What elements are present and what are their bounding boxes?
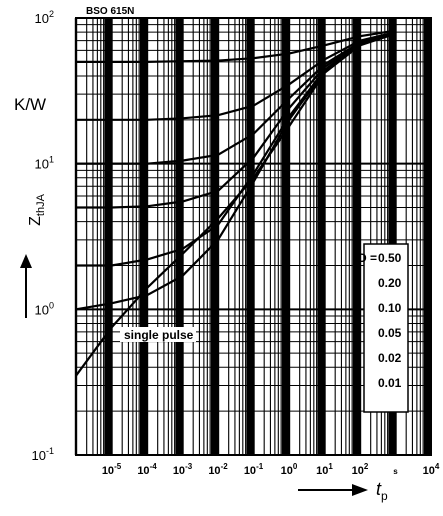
x-tick-exp: -5 bbox=[114, 462, 122, 471]
y-tick-exp: 0 bbox=[49, 300, 54, 310]
y-tick-base: 10 bbox=[35, 11, 49, 26]
x-tick-exp: s bbox=[393, 467, 398, 476]
x-tick-base: 10 bbox=[244, 465, 256, 477]
y-tick-exp: -1 bbox=[46, 446, 54, 456]
legend-entry: 0.05 bbox=[378, 326, 402, 340]
y-axis-label-main: Z bbox=[27, 216, 44, 226]
legend-entry: 0.10 bbox=[378, 301, 402, 315]
x-tick-base: 10 bbox=[352, 465, 364, 477]
x-tick-base: 10 bbox=[316, 465, 328, 477]
x-axis-label-sub: p bbox=[381, 489, 388, 503]
x-tick-base: 10 bbox=[173, 465, 185, 477]
y-tick-exp: 1 bbox=[49, 155, 54, 165]
chart-title: BSO 615N bbox=[86, 6, 134, 17]
legend-entry: 0.02 bbox=[378, 351, 402, 365]
x-tick-exp: -4 bbox=[150, 462, 158, 471]
legend-entry: 0.20 bbox=[378, 276, 402, 290]
x-tick-base: 10 bbox=[423, 465, 435, 477]
single-pulse-label: single pulse bbox=[124, 328, 194, 342]
y-axis-arrow bbox=[20, 254, 32, 318]
y-tick-label: 101 bbox=[35, 155, 54, 172]
x-axis-label-main: t bbox=[376, 479, 382, 499]
x-tick-label: 10-5 bbox=[102, 462, 122, 477]
single-pulse-label-bg bbox=[120, 327, 196, 342]
y-unit-label: K/W bbox=[14, 95, 46, 114]
y-tick-base: 10 bbox=[32, 448, 46, 463]
x-tick-label: 10-2 bbox=[208, 462, 228, 477]
series-line-0-05 bbox=[76, 31, 396, 209]
x-tick-base: 10 bbox=[137, 465, 149, 477]
x-tick-exp: 2 bbox=[364, 462, 369, 471]
x-tick-base: 10 bbox=[102, 465, 114, 477]
legend-entry: 0.01 bbox=[378, 376, 402, 390]
legend-box bbox=[363, 243, 409, 413]
legend-entry: 0.50 bbox=[378, 251, 402, 265]
x-tick-base: 10 bbox=[281, 465, 293, 477]
series-line-single-pulse bbox=[75, 32, 396, 377]
x-tick-label: 102 bbox=[352, 462, 369, 477]
x-tick-exp: -2 bbox=[221, 462, 229, 471]
x-tick-label: 104 bbox=[423, 462, 440, 477]
x-tick-base: 10 bbox=[208, 465, 220, 477]
x-tick-exp: 1 bbox=[328, 462, 333, 471]
y-axis-label: ZthJA bbox=[27, 193, 47, 225]
x-tick-label: s bbox=[393, 467, 398, 476]
x-tick-exp: 4 bbox=[435, 462, 440, 471]
y-tick-base: 10 bbox=[35, 157, 49, 172]
series-line-0-50 bbox=[76, 29, 396, 63]
x-axis-label: tp bbox=[376, 479, 388, 503]
series-line-0-10 bbox=[76, 31, 396, 165]
y-tick-exp: 2 bbox=[49, 9, 54, 19]
x-tick-label: 10-1 bbox=[244, 462, 264, 477]
x-tick-exp: 0 bbox=[293, 462, 298, 471]
x-tick-label: 100 bbox=[281, 462, 298, 477]
y-tick-label: 10-1 bbox=[32, 446, 54, 463]
y-tick-base: 10 bbox=[35, 302, 49, 317]
series-line-0-20 bbox=[76, 31, 396, 121]
plot-frame bbox=[75, 17, 432, 456]
legend-title: D = bbox=[358, 251, 377, 265]
y-tick-label: 100 bbox=[35, 300, 54, 317]
svg-text:ZthJA: ZthJA bbox=[27, 193, 47, 225]
y-tick-label: 102 bbox=[35, 9, 54, 26]
legend: D = 0.50 0.20 0.10 0.05 0.02 0.01 bbox=[358, 243, 409, 413]
grid-lines bbox=[74, 18, 431, 456]
x-axis-arrow bbox=[298, 484, 368, 496]
x-tick-exp: -1 bbox=[256, 462, 264, 471]
x-tick-label: 101 bbox=[316, 462, 333, 477]
y-axis-label-sub: thJA bbox=[35, 193, 47, 216]
curve-group bbox=[75, 29, 396, 377]
x-tick-exp: -3 bbox=[185, 462, 193, 471]
x-tick-label: 10-3 bbox=[173, 462, 193, 477]
x-tick-label: 10-4 bbox=[137, 462, 157, 477]
